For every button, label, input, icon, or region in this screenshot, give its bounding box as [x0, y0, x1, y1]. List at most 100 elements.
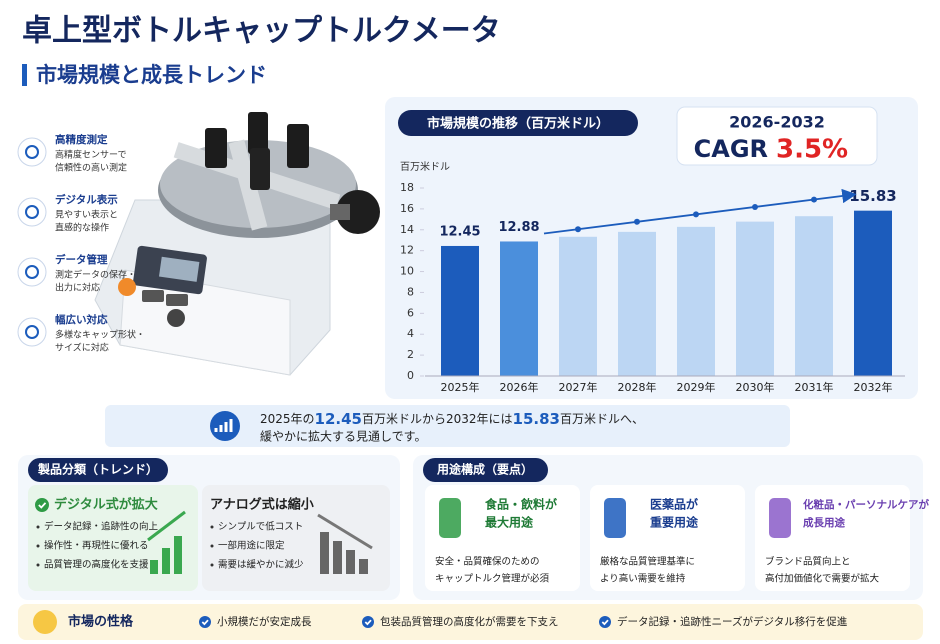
bar	[500, 241, 538, 376]
application-icon	[769, 498, 791, 538]
cagr-box	[676, 106, 878, 166]
icon-bar	[320, 532, 329, 574]
icon-bar	[359, 559, 368, 574]
type-card-item: シンプルで低コスト	[218, 521, 303, 533]
application-icon	[439, 498, 461, 538]
summary-part: 12.45	[315, 410, 362, 428]
icon-bar	[162, 548, 170, 574]
type-card-title: デジタル式が拡大	[54, 497, 158, 513]
summary-text: 緩やかに拡大する見通しです。	[260, 430, 426, 444]
check-mark	[601, 619, 609, 626]
type-card-item: 一部用途に限定	[218, 540, 285, 552]
bar	[618, 231, 656, 376]
check-icon	[362, 616, 374, 628]
x-tick-label: 2032年	[854, 380, 893, 394]
bar	[795, 216, 833, 376]
x-tick-label: 2028年	[618, 380, 657, 394]
section-title: 製品分類（トレンド）	[37, 462, 158, 477]
x-tick-label: 2027年	[559, 380, 598, 394]
feature-icon-glyph	[25, 205, 39, 219]
chart-title-bg	[398, 110, 638, 136]
bar	[559, 236, 597, 376]
feature-text: サイズに対応	[55, 342, 109, 354]
application-title: 最大用途	[485, 515, 534, 530]
trend-dot	[752, 203, 758, 210]
y-tick-label: 12	[400, 244, 414, 257]
bullet	[210, 563, 214, 567]
trend-dot	[575, 226, 581, 233]
feature-text: 信頼性の高い測定	[55, 162, 127, 174]
page-title: 卓上型ボトルキャップトルクメータ	[22, 14, 501, 49]
bullet	[36, 525, 40, 529]
application-text: 安全・品質確保のための	[435, 556, 540, 568]
market-nature-item: 小規模だが安定成長	[217, 615, 312, 628]
value-label: 15.83	[849, 187, 896, 205]
market-nature-item: 包装品質管理の高度化が需要を下支え	[380, 615, 559, 628]
section-title: 用途構成（要点）	[436, 462, 533, 477]
check-mark	[38, 502, 47, 509]
x-tick-label: 2026年	[500, 380, 539, 394]
section-title-bg	[423, 458, 548, 482]
market-nature-bar	[18, 604, 923, 640]
check-icon	[199, 616, 211, 628]
market-nature-title: 市場の性格	[68, 614, 134, 630]
application-title: 化粧品・パーソナルケアが	[803, 498, 929, 511]
type-card-item: 品質管理の高度化を支援	[44, 559, 149, 571]
bullet	[210, 544, 214, 548]
x-tick-label: 2025年	[441, 380, 480, 394]
feature-text: 見やすい表示と	[55, 209, 118, 221]
bulb-icon	[33, 610, 57, 634]
type-card-item: 操作性・再現性に優れる	[44, 540, 149, 552]
summary-text: 2025年の12.45百万米ドルから2032年には15.83百万米ドルへ、	[260, 410, 644, 428]
product-image	[94, 112, 380, 376]
feature-icon	[17, 197, 47, 227]
subtitle: 市場規模と成長トレンド	[36, 63, 267, 87]
x-tick-label: 2029年	[677, 380, 716, 394]
feature-icon-glyph	[25, 265, 39, 279]
cagr-period: 2026-2032	[729, 113, 825, 132]
application-text: より高い需要を維持	[600, 573, 686, 585]
type-card	[202, 485, 390, 591]
value-label: 12.45	[439, 224, 480, 239]
icon-arrow	[147, 510, 186, 542]
feature-title: 高精度測定	[55, 133, 108, 146]
bar	[854, 210, 892, 376]
application-icon	[604, 498, 626, 538]
icon-bar	[346, 550, 355, 574]
summary-part: 15.83	[513, 410, 560, 428]
bar	[677, 226, 715, 376]
application-title: 成長用途	[803, 516, 845, 529]
application-card	[755, 485, 910, 591]
x-tick-label: 2030年	[736, 380, 775, 394]
feature-title: データ管理	[55, 253, 108, 266]
y-tick-label: 14	[400, 223, 414, 236]
y-tick-label: 10	[400, 265, 414, 278]
feature-icon-glyph	[25, 145, 39, 159]
subtitle-bar	[22, 64, 27, 86]
check-icon	[599, 616, 611, 628]
y-tick-label: 18	[400, 181, 414, 194]
summary-part: 百万米ドルへ、	[560, 412, 644, 426]
application-title: 重要用途	[650, 515, 699, 530]
type-card-item: 需要は緩やかに減少	[218, 559, 304, 571]
chart-title: 市場規模の推移（百万米ドル）	[427, 116, 609, 132]
trend-dot	[634, 218, 640, 225]
application-text: キャップトルク管理が必須	[435, 573, 550, 585]
summary-part: 2025年の	[260, 412, 315, 426]
bar	[736, 221, 774, 376]
application-text: ブランド品質向上と	[765, 556, 851, 568]
application-card	[425, 485, 580, 591]
y-tick-label: 2	[407, 348, 414, 361]
summary-box	[105, 405, 790, 447]
value-label: 12.88	[498, 220, 539, 235]
type-card-item: データ記録・追跡性の向上	[44, 521, 159, 533]
bullet	[210, 525, 214, 529]
bullet	[36, 563, 40, 567]
application-title: 医薬品が	[650, 497, 698, 512]
application-card	[590, 485, 745, 591]
icon-bar	[174, 536, 182, 574]
y-tick-label: 16	[400, 202, 414, 215]
bullet	[36, 544, 40, 548]
icon-bar	[333, 541, 342, 574]
